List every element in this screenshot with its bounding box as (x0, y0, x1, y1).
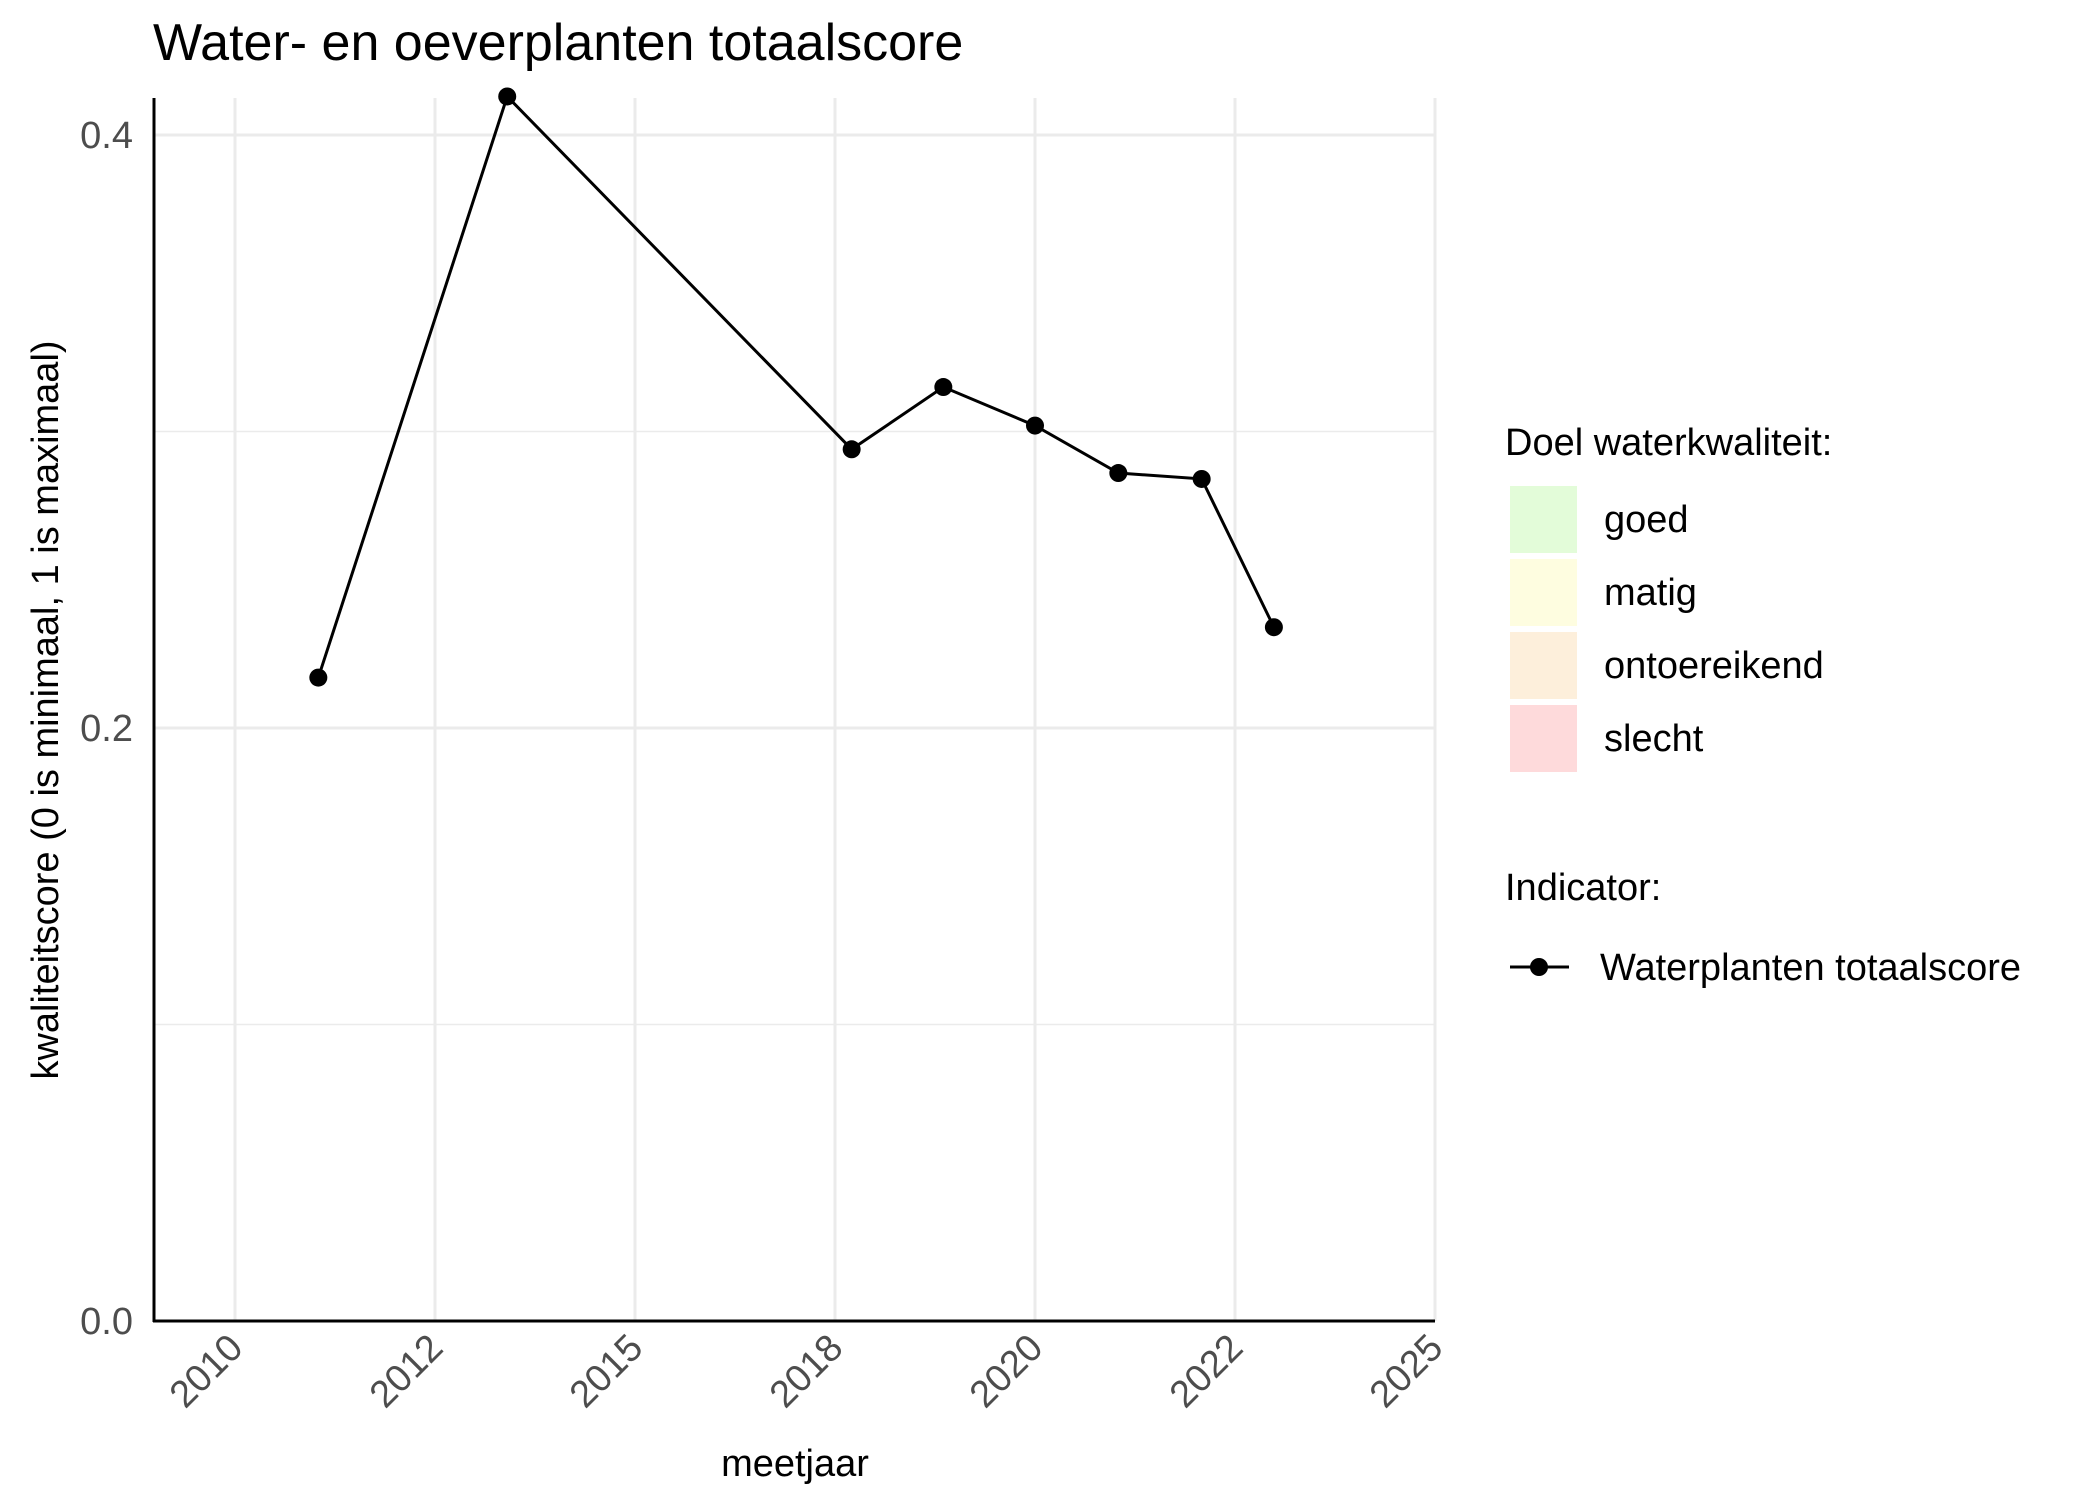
chart-title: Water- en oeverplanten totaalscore (153, 14, 963, 72)
legend-indicator-point (1530, 958, 1548, 976)
legend-key-slecht (1510, 705, 1577, 772)
series-layer (309, 87, 1283, 687)
x-tick-label: 2020 (962, 1327, 1051, 1416)
y-axis-title: kwaliteitscore (0 is minimaal, 1 is maxi… (25, 340, 67, 1079)
data-point (934, 378, 953, 397)
y-tick-label: 0.4 (80, 115, 133, 157)
x-tick-label: 2025 (1362, 1327, 1451, 1416)
x-tick-label: 2010 (162, 1327, 251, 1416)
legend-label-ontoereikend: ontoereikend (1604, 645, 1824, 687)
y-tick-label: 0.2 (80, 708, 133, 750)
x-tick-label: 2022 (1162, 1327, 1251, 1416)
y-tick-label: 0.0 (80, 1301, 133, 1343)
major-gridlines (154, 98, 1437, 1321)
data-point (1026, 416, 1044, 435)
series-line (316, 93, 1276, 679)
data-point (1264, 618, 1283, 637)
data-point (842, 440, 861, 459)
x-tick-labels: 2010 2012 2015 2018 2020 2022 2025 (162, 1327, 1451, 1416)
legend-indicator-label: Waterplanten totaalscore (1600, 947, 2021, 989)
legend: Doel waterkwaliteit: goed matig ontoereike… (1505, 422, 2021, 989)
legend-doel-items: goed matig ontoereikend slecht (1510, 486, 1824, 772)
legend-key-matig (1510, 559, 1577, 626)
minor-gridlines (154, 430, 1435, 1026)
data-point (498, 87, 517, 106)
legend-key-goed (1510, 486, 1577, 553)
legend-label-slecht: slecht (1604, 718, 1704, 760)
y-tick-labels: 0.0 0.2 0.4 (80, 115, 133, 1343)
data-point (1192, 469, 1211, 488)
legend-label-matig: matig (1604, 572, 1697, 614)
x-tick-label: 2012 (362, 1327, 451, 1416)
legend-key-ontoereikend (1510, 632, 1577, 699)
data-point (309, 668, 328, 687)
legend-label-goed: goed (1604, 499, 1689, 541)
x-tick-label: 2015 (562, 1327, 651, 1416)
legend-doel-title: Doel waterkwaliteit: (1505, 422, 1832, 464)
x-axis-title: meetjaar (721, 1443, 869, 1485)
plot-panel (152, 87, 1437, 1323)
x-tick-label: 2018 (762, 1327, 851, 1416)
legend-indicator-title: Indicator: (1505, 867, 1661, 909)
data-point (1109, 464, 1128, 483)
